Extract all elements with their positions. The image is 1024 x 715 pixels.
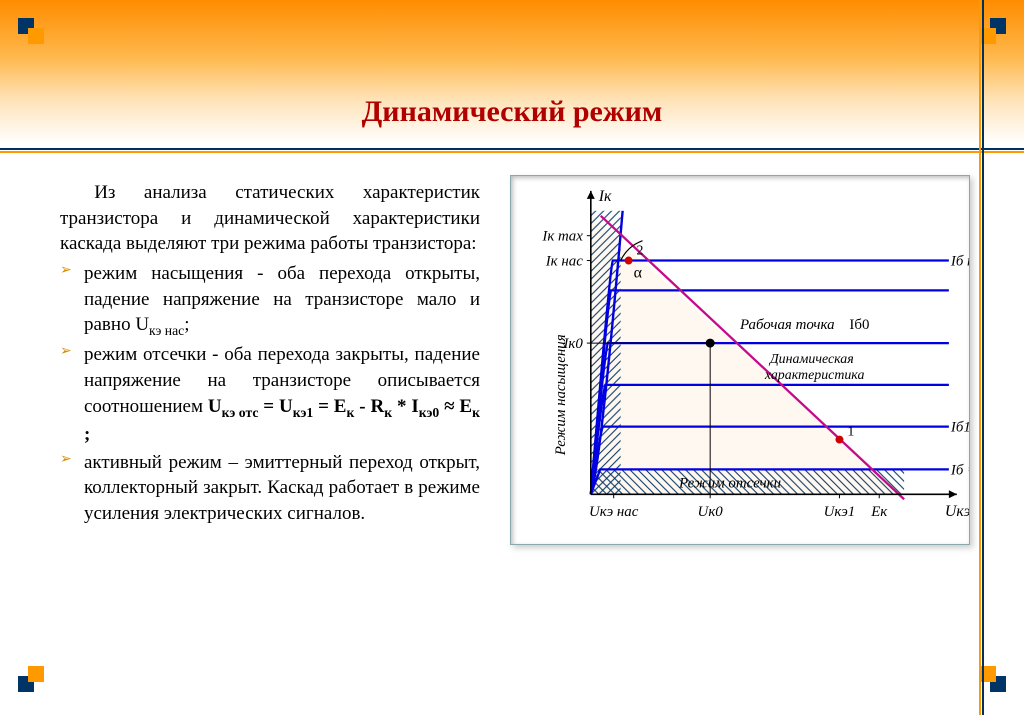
svg-text:α: α xyxy=(634,264,642,281)
svg-text:Uкэ: Uкэ xyxy=(945,503,969,520)
svg-text:Iб = 0: Iб = 0 xyxy=(950,462,969,478)
corner-ornament-tr xyxy=(990,18,1006,39)
svg-text:Режим насыщения: Режим насыщения xyxy=(553,334,569,456)
svg-text:Динамическая: Динамическая xyxy=(768,352,854,367)
svg-text:Iб нас: Iб нас xyxy=(950,254,969,270)
corner-ornament-br xyxy=(990,676,1006,697)
svg-text:Uк0: Uк0 xyxy=(698,504,724,520)
svg-text:Iб0: Iб0 xyxy=(849,317,869,333)
svg-text:Рабочая точка: Рабочая точка xyxy=(739,317,835,333)
svg-text:Uкэ нас: Uкэ нас xyxy=(589,504,639,520)
intro-paragraph: Из анализа статических характеристик тра… xyxy=(60,180,480,257)
slide-title: Динамический режим xyxy=(0,95,1024,129)
svg-text:Iб1 > 0: Iб1 > 0 xyxy=(950,420,969,436)
text-content: Из анализа статических характеристик тра… xyxy=(60,180,480,529)
svg-text:2: 2 xyxy=(637,244,644,259)
bullet-active: активный режим – эмиттерный переход откр… xyxy=(60,450,480,527)
svg-text:Uкэ1: Uкэ1 xyxy=(824,504,856,520)
bullet-saturation: режим насыщения - оба перехода открыты, … xyxy=(60,261,480,341)
svg-text:характеристика: характеристика xyxy=(764,368,865,383)
svg-text:1: 1 xyxy=(847,425,854,440)
svg-text:Iк: Iк xyxy=(598,188,612,205)
horizontal-rule xyxy=(0,148,1024,152)
svg-text:Iк max: Iк max xyxy=(541,229,583,245)
svg-text:Iк нас: Iк нас xyxy=(545,254,584,270)
characteristics-chart: Iб насIб1 > 0Iб = 0αIкUкэIк maxIк насIк0… xyxy=(510,175,970,545)
svg-text:Режим отсечки: Режим отсечки xyxy=(678,475,781,491)
svg-text:Eк: Eк xyxy=(870,504,888,520)
corner-ornament-bl xyxy=(18,676,34,697)
bullet-cutoff: режим отсечки - оба перехода закрыты, па… xyxy=(60,342,480,447)
bullet-list: режим насыщения - оба перехода открыты, … xyxy=(60,261,480,527)
corner-ornament-tl xyxy=(18,18,34,39)
chart-svg: Iб насIб1 > 0Iб = 0αIкUкэIк maxIк насIк0… xyxy=(511,176,969,544)
